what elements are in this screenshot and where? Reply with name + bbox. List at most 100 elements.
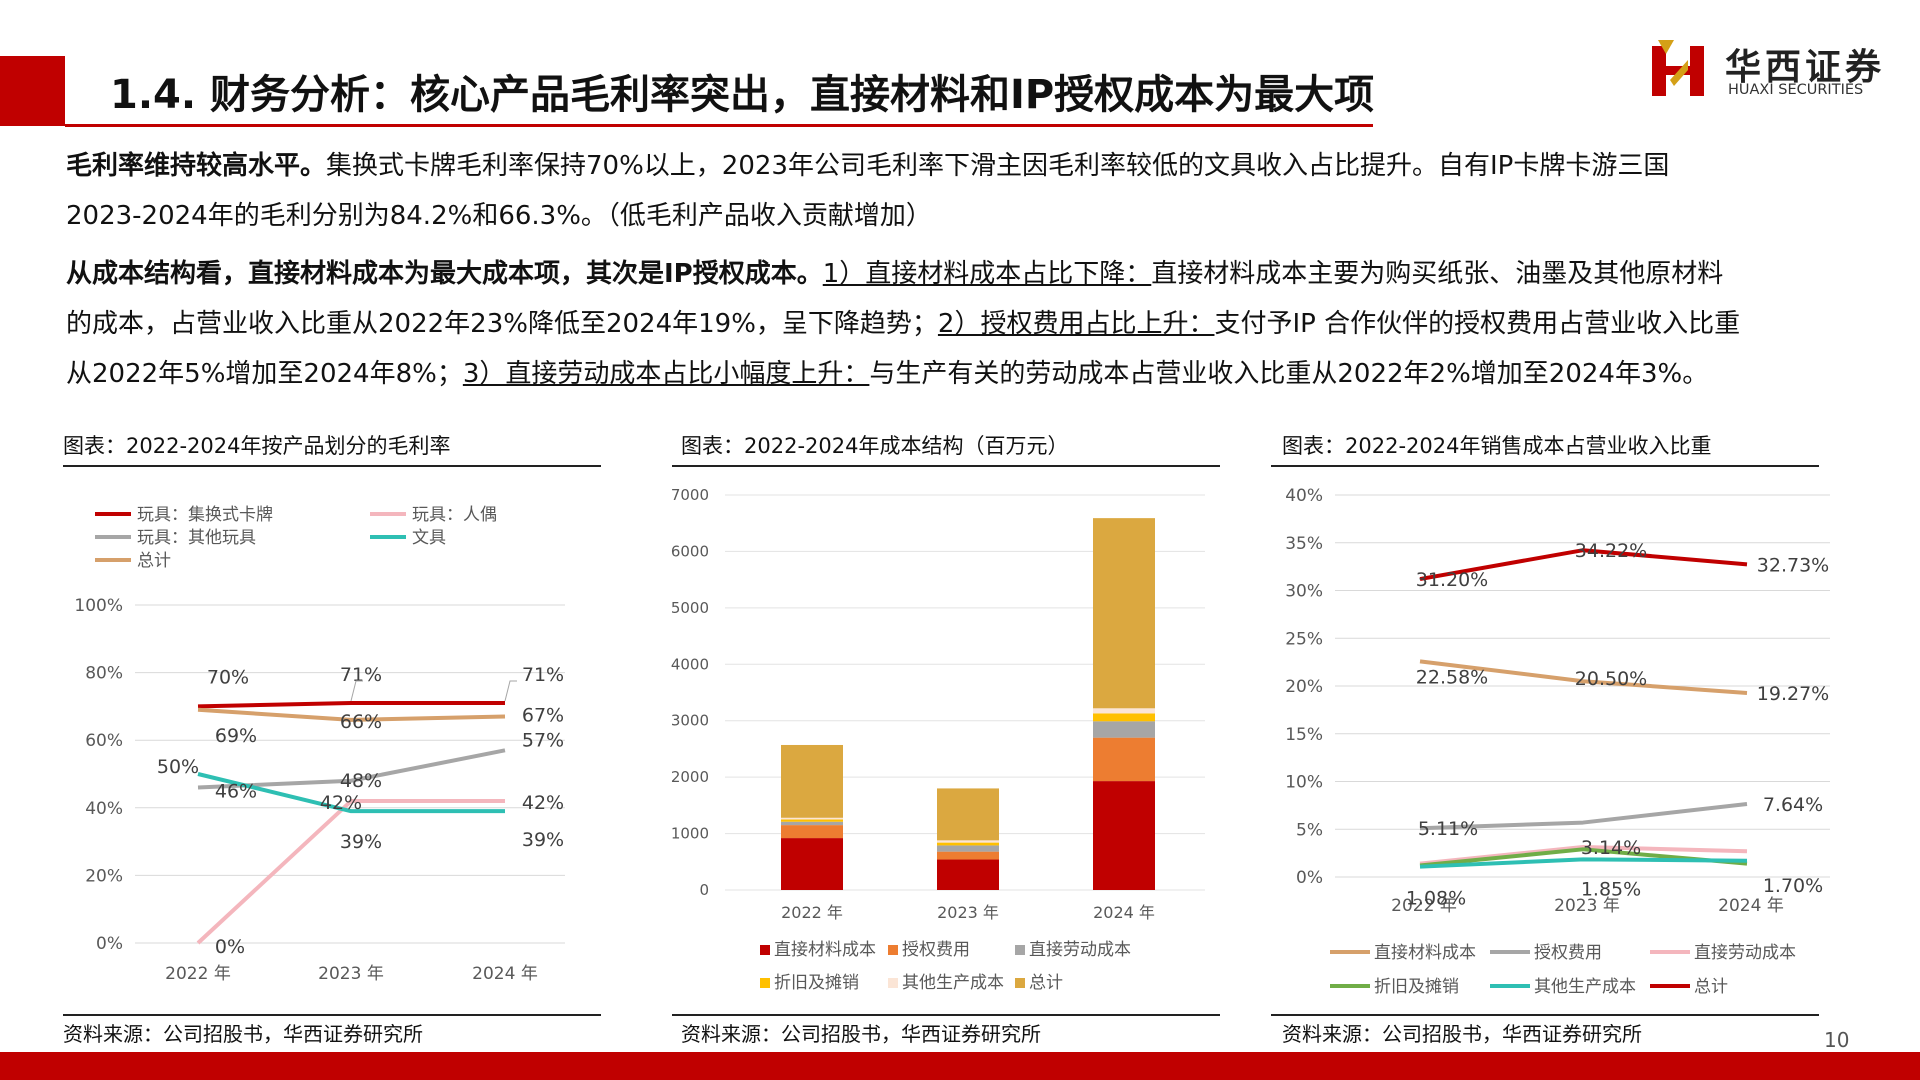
data-label: 39% — [340, 831, 382, 853]
series-line — [196, 799, 505, 945]
x-tick-label: 2023 年 — [937, 903, 999, 922]
y-tick-label: 20% — [1285, 677, 1323, 697]
legend-label: 折旧及摊销 — [1374, 977, 1459, 997]
y-tick-label: 40% — [85, 799, 123, 819]
bar-segment — [937, 845, 999, 852]
bar-segment — [1093, 713, 1155, 722]
legend-label: 总计 — [137, 551, 171, 571]
footer-bar — [0, 1052, 1920, 1080]
legend-label: 总计 — [1694, 977, 1728, 997]
legend-label: 授权费用 — [1534, 943, 1602, 963]
data-label: 46% — [215, 781, 257, 803]
data-label: 50% — [157, 756, 199, 778]
y-tick-label: 2000 — [671, 768, 709, 786]
chart-3-caption: 图表：2022-2024年销售成本占营业收入比重 — [1282, 434, 1712, 458]
data-label: 71% — [522, 664, 564, 686]
data-label: 0% — [215, 936, 245, 958]
bar-segment — [937, 840, 999, 843]
legend-swatch — [1015, 945, 1025, 955]
legend-label: 文具 — [412, 528, 446, 548]
chart-gross-margin-by-product: 0% 20% 40% 60% 80% 100% 2022 年 2023 年 2024 年 玩具：集… — [74, 505, 565, 984]
data-label: 19.27% — [1757, 683, 1829, 705]
bar-segment — [937, 788, 999, 841]
bar-segment — [781, 744, 843, 818]
paragraph-text: 集换式卡牌毛利率保持70%以上，2023年公司毛利率下滑主因毛利率较低的文具收入… — [326, 151, 1670, 181]
legend-label: 玩具：其他玩具 — [137, 528, 256, 548]
paragraph-lead: 毛利率维持较高水平。 — [66, 151, 327, 181]
data-label: 1.70% — [1763, 875, 1823, 897]
legend-label: 折旧及摊销 — [774, 973, 859, 993]
x-tick-label: 2022 年 — [1391, 896, 1457, 916]
paragraph-line: 从2022年5%增加至2024年8%；3）直接劳动成本占比小幅度上升：与生产有关… — [66, 349, 1866, 399]
bar-segment — [781, 821, 843, 826]
point-2-heading: 2）授权费用占比上升： — [937, 309, 1215, 339]
x-tick-label: 2024 年 — [1093, 903, 1155, 922]
bar-segment — [1093, 721, 1155, 738]
bar-segment — [781, 817, 843, 820]
y-tick-label: 35% — [1285, 534, 1323, 554]
y-tick-label: 25% — [1285, 629, 1323, 649]
y-tick-label: 20% — [85, 866, 123, 886]
series-line — [197, 701, 505, 709]
y-tick-label: 3000 — [671, 712, 709, 730]
data-label: 3.14% — [1581, 837, 1641, 859]
legend-label: 总计 — [1029, 973, 1063, 993]
legend-swatch — [888, 978, 898, 988]
y-tick-label: 100% — [74, 596, 123, 616]
title-underline — [65, 124, 1373, 127]
paragraph-line: 从成本结构看，直接材料成本为最大成本项，其次是IP授权成本。1）直接材料成本占比… — [66, 249, 1866, 299]
legend-label: 授权费用 — [902, 940, 970, 960]
y-tick-label: 6000 — [671, 542, 709, 560]
logo-text-cn: 华西证券 — [1725, 47, 1886, 88]
paragraph-text: 直接材料成本主要为购买纸张、油墨及其他原材料 — [1151, 259, 1724, 289]
data-label: 1.85% — [1581, 878, 1641, 900]
data-label: 66% — [340, 711, 382, 733]
legend-swatch — [1015, 978, 1025, 988]
y-tick-label: 5000 — [671, 599, 709, 617]
x-tick-label: 2024 年 — [1718, 896, 1784, 916]
page-number: 10 — [1824, 1028, 1850, 1052]
page-title: 1.4. 财务分析：核心产品毛利率突出，直接材料和IP授权成本为最大项 — [110, 72, 1375, 118]
legend-label: 直接劳动成本 — [1694, 943, 1796, 963]
paragraph-gross-margin: 毛利率维持较高水平。集换式卡牌毛利率保持70%以上，2023年公司毛利率下滑主因… — [66, 141, 1866, 241]
chart-1-caption-rule — [63, 465, 601, 467]
legend-label: 直接材料成本 — [1374, 943, 1476, 963]
legend-swatch — [760, 978, 770, 988]
chart-2-caption: 图表：2022-2024年成本结构（百万元） — [681, 434, 1069, 458]
legend-label: 玩具：集换式卡牌 — [137, 505, 273, 525]
legend-label: 直接材料成本 — [774, 940, 876, 960]
callout-leader — [350, 680, 363, 702]
y-tick-label: 0% — [1296, 868, 1323, 888]
huaxi-logo-icon — [1652, 40, 1704, 96]
x-tick-label: 2023 年 — [1554, 896, 1620, 916]
data-label: 31.20% — [1416, 569, 1488, 591]
paragraph-text: 的成本，占营业收入比重从2022年23%降低至2024年19%，呈下降趋势； — [66, 309, 938, 339]
y-tick-label: 0% — [96, 934, 123, 954]
y-tick-label: 40% — [1285, 486, 1323, 506]
chart-2-source-rule — [672, 1014, 1220, 1016]
legend-label: 玩具：人偶 — [412, 505, 497, 525]
bar-segment — [937, 859, 999, 890]
data-label: 70% — [207, 666, 249, 688]
x-tick-label: 2022 年 — [781, 903, 843, 922]
paragraph-text: 从2022年5%增加至2024年8%； — [66, 359, 463, 389]
paragraph-line: 2023-2024年的毛利分别为84.2%和66.3%。（低毛利产品收入贡献增加… — [66, 201, 932, 231]
y-tick-label: 30% — [1285, 582, 1323, 602]
data-label: 42% — [522, 792, 564, 814]
x-tick-label: 2023 年 — [318, 964, 384, 984]
chart-1-source: 资料来源：公司招股书，华西证券研究所 — [63, 1022, 423, 1046]
data-label: 48% — [340, 770, 382, 792]
bar-segment — [937, 851, 999, 860]
paragraph-cost-structure: 从成本结构看，直接材料成本为最大成本项，其次是IP授权成本。1）直接材料成本占比… — [66, 249, 1866, 399]
paragraph-text: 支付予IP 合作伙伴的授权费用占营业收入比重 — [1214, 309, 1741, 339]
series-line — [197, 707, 506, 722]
chart-3-source: 资料来源：公司招股书，华西证券研究所 — [1282, 1022, 1642, 1046]
data-label: 7.64% — [1763, 794, 1823, 816]
series-line — [1419, 548, 1748, 582]
chart-1-caption: 图表：2022-2024年按产品划分的毛利率 — [63, 434, 451, 458]
bar-segment — [781, 819, 843, 822]
y-tick-label: 5% — [1296, 820, 1323, 840]
x-tick-label: 2022 年 — [165, 964, 231, 984]
bar-segment — [781, 825, 843, 839]
series-line — [1419, 659, 1748, 695]
